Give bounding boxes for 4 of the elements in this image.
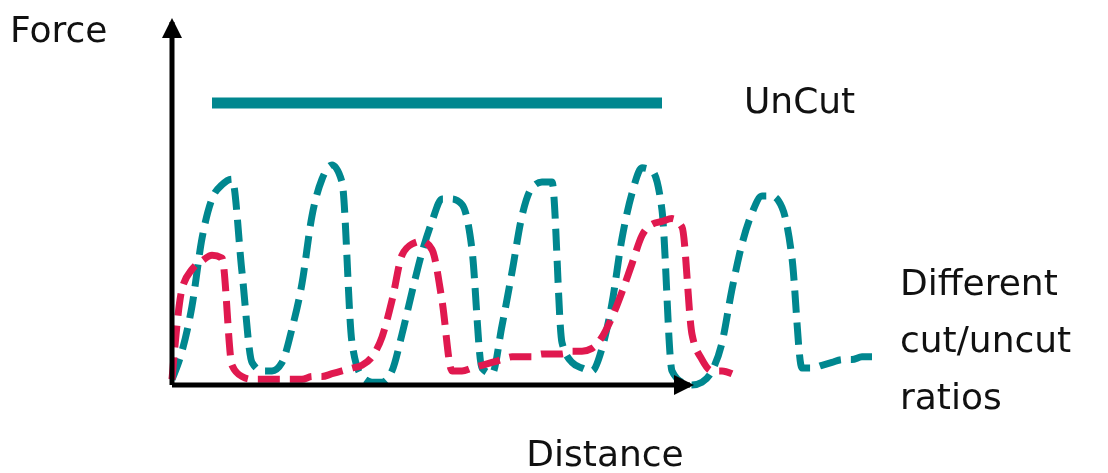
y-axis-title: Force xyxy=(10,9,108,50)
text: Different cut/uncut ratios xyxy=(900,262,1072,417)
x-axis-title: Distance xyxy=(526,433,684,473)
text: UnCut xyxy=(744,80,856,121)
